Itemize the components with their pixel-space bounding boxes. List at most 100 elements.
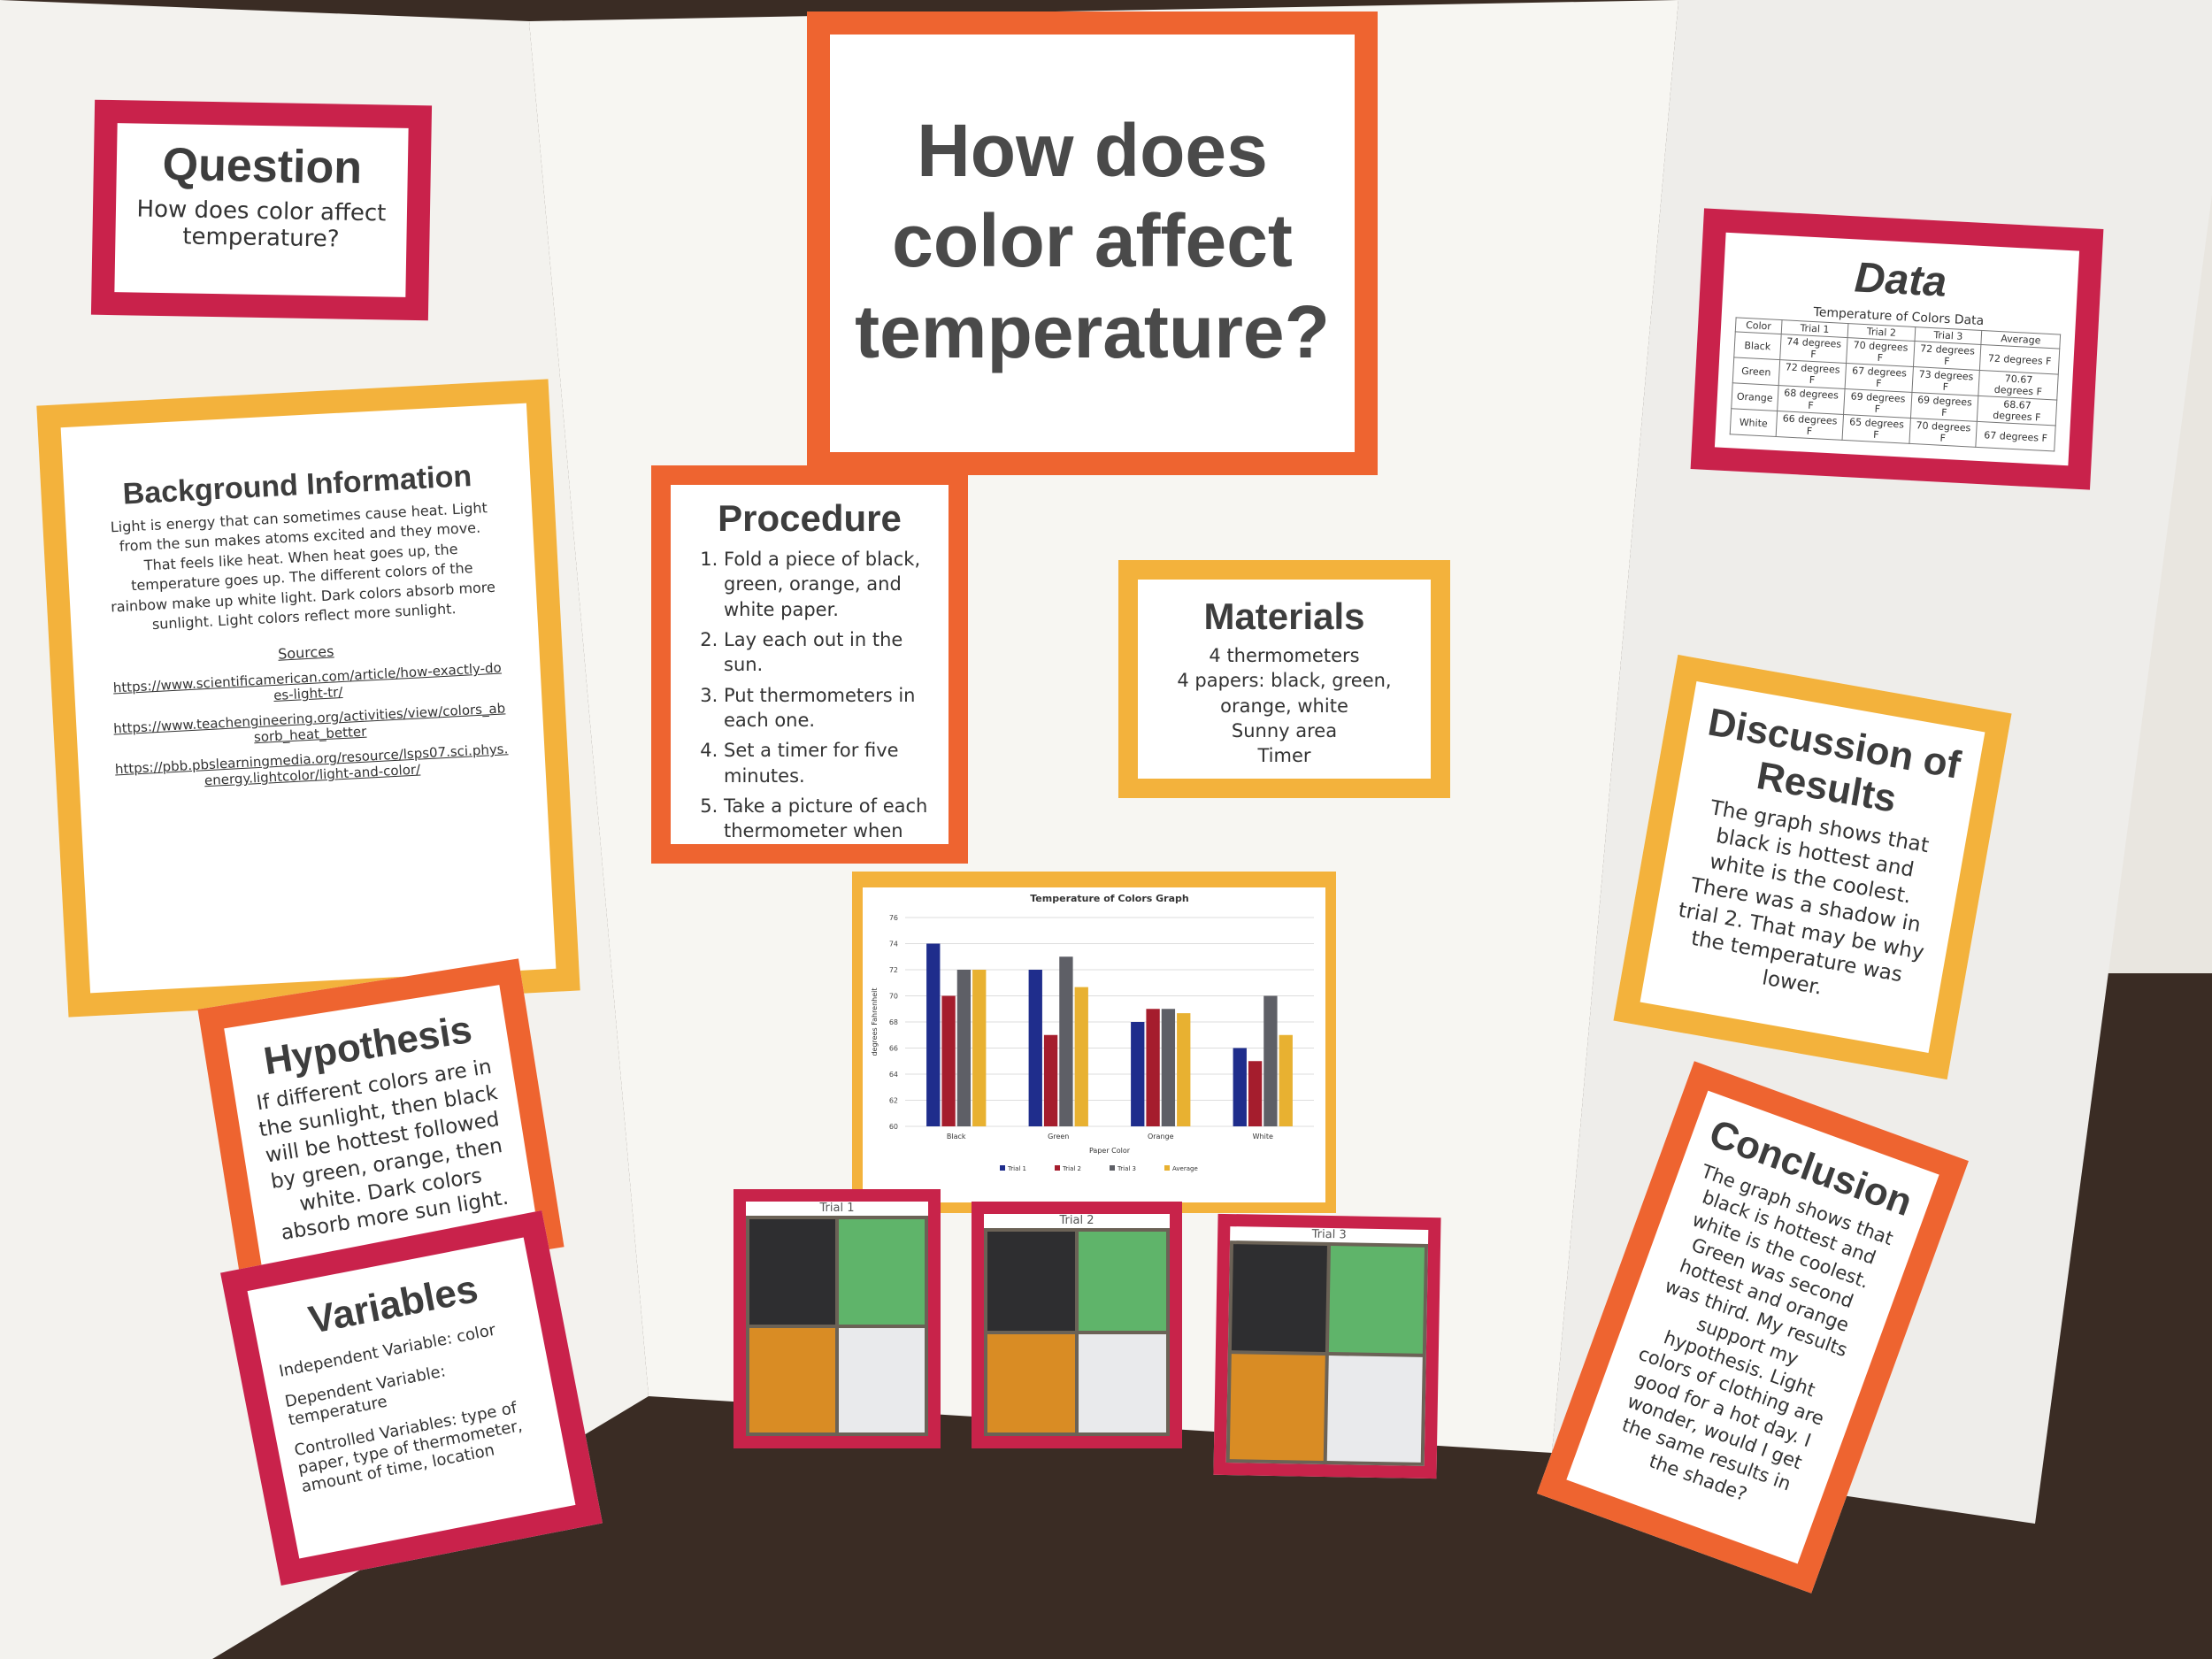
material: 4 papers: black, green, orange, white <box>1177 670 1392 717</box>
x-axis-label: Paper Color <box>1089 1147 1131 1155</box>
background-box: Background Information Light is energy t… <box>36 379 580 1018</box>
paper <box>987 1333 1075 1432</box>
paper <box>839 1327 925 1432</box>
legend-swatch <box>1110 1165 1115 1171</box>
material: Timer <box>1257 745 1311 767</box>
steps: Fold a piece of black, green, orange, an… <box>681 547 938 844</box>
photo: Trial 3 <box>1213 1213 1441 1479</box>
cell: 72 degrees F <box>1778 359 1847 389</box>
text: The graph shows that black is hottest an… <box>1676 796 1931 1001</box>
step: Lay each out in the sun. <box>724 627 938 678</box>
sources: https://www.scientificamerican.com/artic… <box>110 660 511 794</box>
text: If different colors are in the sunlight,… <box>255 1055 511 1246</box>
cell: 72 degrees F <box>1979 344 2060 375</box>
bar <box>1028 970 1042 1126</box>
photo-caption: Trial 2 <box>1059 1214 1094 1227</box>
text: Light is energy that can sometimes cause… <box>110 499 496 634</box>
x-tick-label: Orange <box>1148 1133 1174 1141</box>
heading: Question <box>162 139 363 194</box>
paper <box>1079 1333 1166 1432</box>
chart-title: Temperature of Colors Graph <box>1030 893 1188 904</box>
cell: 74 degrees F <box>1779 334 1848 364</box>
board-title: How does color affect temperature? <box>855 109 1330 373</box>
cell: 70.67 degrees F <box>1978 370 2059 401</box>
x-tick-label: Green <box>1048 1133 1069 1141</box>
photo-caption: Trial 1 <box>819 1202 855 1215</box>
legend-swatch <box>1000 1165 1005 1171</box>
discussion-box: Discussion of Results The graph shows th… <box>1613 654 2012 1080</box>
photo-image <box>1225 1240 1429 1466</box>
items: Independent Variable: color Dependent Var… <box>278 1315 549 1497</box>
bar <box>1043 1034 1058 1126</box>
cell: 67 degrees F <box>1976 421 2056 451</box>
cell: 69 degrees F <box>1910 392 1979 422</box>
bar <box>1074 987 1088 1126</box>
data-box: Data Temperature of Colors Data Color Tri… <box>1690 208 2104 490</box>
photo-image <box>746 1216 928 1436</box>
bar <box>1059 956 1073 1126</box>
cell: 65 degrees F <box>1842 414 1911 444</box>
photo-image <box>984 1228 1170 1436</box>
data-table: Color Trial 1 Trial 2 Trial 3 Average Black 74… <box>1730 317 2061 451</box>
cell: 68 degrees F <box>1777 385 1846 415</box>
text: How does color affect temperature? <box>136 196 387 253</box>
paper <box>1328 1246 1425 1354</box>
step: Set a timer for five minutes. <box>724 738 938 788</box>
paper <box>1079 1232 1166 1331</box>
y-tick-label: 68 <box>889 1018 898 1026</box>
cell: 72 degrees F <box>1913 341 1982 371</box>
legend-label: Average <box>1172 1165 1198 1172</box>
materials-box: Materials 4 thermometers 4 papers: black,… <box>1118 560 1450 798</box>
text: The graph shows that black is hottest an… <box>1618 1160 1896 1505</box>
y-tick-label: 62 <box>889 1097 898 1105</box>
y-tick-label: 64 <box>889 1071 898 1079</box>
bar <box>972 970 987 1126</box>
legend-swatch <box>1164 1165 1170 1171</box>
legend-label: Trial 2 <box>1062 1165 1081 1172</box>
bar <box>1146 1009 1160 1126</box>
cell: Black <box>1733 331 1781 360</box>
bar <box>1279 1034 1293 1126</box>
bar <box>1248 1061 1263 1126</box>
bar <box>1131 1022 1145 1126</box>
material: Sunny area <box>1231 720 1338 742</box>
bar <box>1177 1013 1191 1126</box>
chart: Temperature of Colors Graph degrees Fahre… <box>871 893 1314 1172</box>
legend-label: Trial 3 <box>1117 1165 1136 1172</box>
bar <box>1161 1009 1176 1126</box>
y-tick-label: 70 <box>889 993 898 1001</box>
x-tick-label: White <box>1253 1133 1273 1141</box>
y-axis-label: degrees Fahrenheit <box>871 987 879 1056</box>
bar <box>926 943 941 1126</box>
paper <box>1229 1353 1325 1461</box>
photo: Trial 2 <box>972 1202 1182 1448</box>
cell: Green <box>1732 357 1780 386</box>
bar <box>941 995 956 1126</box>
cell: Orange <box>1731 382 1778 411</box>
photo: Trial 1 <box>733 1189 941 1448</box>
heading: Procedure <box>718 497 902 539</box>
cell: 69 degrees F <box>1843 388 1912 419</box>
chart-box: Temperature of Colors Graph degrees Fahre… <box>852 872 1336 1213</box>
y-tick-label: 76 <box>889 914 898 922</box>
y-tick-label: 72 <box>889 966 898 974</box>
step: Fold a piece of black, green, orange, an… <box>724 547 938 622</box>
heading: Materials <box>1203 595 1365 637</box>
cell: 70 degrees F <box>1909 418 1978 448</box>
y-tick-label: 60 <box>889 1123 898 1131</box>
paper <box>749 1219 835 1325</box>
cell: 68.67 degrees F <box>1977 396 2057 426</box>
step: Put thermometers in each one. <box>724 683 938 733</box>
paper <box>839 1219 925 1325</box>
y-tick-label: 74 <box>889 941 898 949</box>
legend-swatch <box>1055 1165 1060 1171</box>
bar <box>1233 1048 1247 1126</box>
cell: White <box>1730 408 1778 437</box>
paper <box>1231 1244 1327 1352</box>
bar <box>1263 995 1278 1126</box>
cell: 73 degrees F <box>1911 366 1980 396</box>
y-tick-label: 66 <box>889 1045 898 1053</box>
title-box: How does color affect temperature? <box>807 12 1378 475</box>
paper <box>749 1327 835 1432</box>
